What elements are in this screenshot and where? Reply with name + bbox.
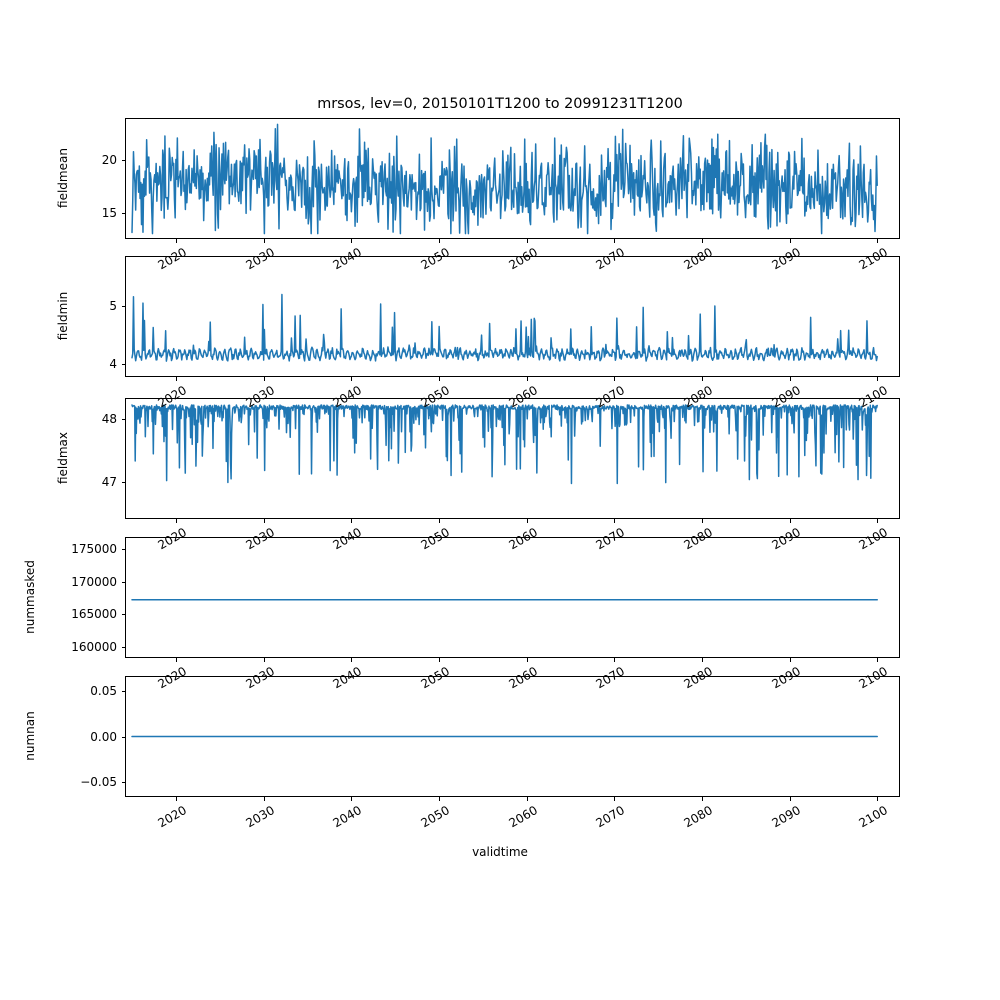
ytick-mark-numnan-0: [121, 782, 125, 784]
xtick-mark-numnan-6: [701, 797, 703, 801]
ytick-label-fieldmin-0: 4: [109, 357, 117, 372]
ytick-mark-fieldmin-1: [121, 305, 125, 307]
ytick-label-fieldmin-1: 5: [109, 298, 117, 313]
xtick-mark-fieldmax-1: [263, 519, 265, 523]
ytick-label-nummasked-3: 175000: [71, 542, 117, 557]
xtick-mark-nummasked-6: [701, 658, 703, 662]
subplot-fieldmin: [125, 256, 900, 377]
data-line-fieldmin: [131, 293, 878, 362]
xtick-label-numnan-7: 2090: [769, 803, 803, 831]
xtick-label-numnan-4: 2060: [506, 803, 540, 831]
subplot-nummasked: [125, 537, 900, 658]
xtick-mark-fieldmax-5: [614, 519, 616, 523]
xtick-mark-nummasked-3: [438, 658, 440, 662]
xtick-mark-numnan-0: [175, 797, 177, 801]
xtick-mark-fieldmax-8: [877, 519, 879, 523]
ytick-mark-numnan-1: [121, 736, 125, 738]
xtick-mark-fieldmax-2: [351, 519, 353, 523]
ytick-mark-nummasked-2: [121, 581, 125, 583]
ylabel-fieldmean: fieldmean: [56, 147, 70, 208]
xtick-mark-fieldmax-4: [526, 519, 528, 523]
xtick-mark-numnan-7: [789, 797, 791, 801]
ylabel-fieldmin: fieldmin: [56, 291, 70, 340]
xtick-label-numnan-5: 2070: [593, 803, 628, 831]
xtick-mark-fieldmin-8: [877, 377, 879, 381]
xtick-mark-fieldmax-7: [789, 519, 791, 523]
ytick-mark-fieldmax-0: [121, 482, 125, 484]
ytick-label-fieldmean-0: 15: [101, 206, 117, 221]
xtick-label-numnan-8: 2100: [856, 803, 891, 831]
figure-title: mrsos, lev=0, 20150101T1200 to 20991231T…: [317, 96, 683, 112]
subplot-fieldmax: [125, 398, 900, 519]
ytick-mark-fieldmean-0: [121, 213, 125, 215]
xtick-mark-numnan-8: [877, 797, 879, 801]
ytick-mark-numnan-2: [121, 690, 125, 692]
ylabel-nummasked: nummasked: [23, 559, 37, 634]
xtick-label-numnan-2: 2040: [330, 803, 365, 831]
ytick-mark-fieldmean-1: [121, 159, 125, 161]
ytick-mark-nummasked-0: [121, 646, 125, 648]
data-line-fieldmean: [131, 123, 878, 235]
xtick-mark-numnan-5: [614, 797, 616, 801]
xtick-mark-numnan-3: [438, 797, 440, 801]
ytick-label-nummasked-2: 170000: [71, 574, 117, 589]
xtick-mark-nummasked-8: [877, 658, 879, 662]
ytick-label-numnan-2: 0.05: [90, 683, 117, 698]
xtick-mark-fieldmean-5: [614, 239, 616, 243]
xtick-mark-nummasked-7: [789, 658, 791, 662]
xtick-mark-nummasked-5: [614, 658, 616, 662]
ytick-mark-nummasked-3: [121, 549, 125, 551]
ytick-label-numnan-0: −0.05: [80, 775, 117, 790]
xtick-mark-fieldmax-0: [175, 519, 177, 523]
ytick-label-nummasked-0: 160000: [71, 639, 117, 654]
xtick-mark-fieldmin-7: [789, 377, 791, 381]
xtick-mark-fieldmean-8: [877, 239, 879, 243]
xtick-mark-numnan-4: [526, 797, 528, 801]
ylabel-numnan: numnan: [23, 710, 37, 761]
xtick-mark-fieldmax-3: [438, 519, 440, 523]
xtick-mark-nummasked-0: [175, 658, 177, 662]
subplot-fieldmean: [125, 118, 900, 239]
xtick-mark-fieldmean-6: [701, 239, 703, 243]
ylabel-fieldmax: fieldmax: [56, 431, 70, 484]
xtick-mark-fieldmean-1: [263, 239, 265, 243]
xtick-mark-fieldmin-2: [351, 377, 353, 381]
ytick-label-numnan-1: 0.00: [90, 729, 117, 744]
xtick-mark-fieldmean-2: [351, 239, 353, 243]
xtick-mark-nummasked-2: [351, 658, 353, 662]
data-line-numnan: [131, 735, 878, 738]
xtick-mark-fieldmin-6: [701, 377, 703, 381]
xtick-mark-fieldmean-4: [526, 239, 528, 243]
xtick-mark-fieldmean-7: [789, 239, 791, 243]
ytick-mark-nummasked-1: [121, 614, 125, 616]
xtick-mark-nummasked-4: [526, 658, 528, 662]
xtick-mark-fieldmin-1: [263, 377, 265, 381]
xtick-mark-fieldmean-0: [175, 239, 177, 243]
ytick-label-fieldmax-0: 47: [101, 475, 117, 490]
xtick-label-numnan-3: 2050: [418, 803, 452, 831]
xtick-mark-fieldmin-3: [438, 377, 440, 381]
xlabel: validtime: [472, 845, 528, 859]
data-line-nummasked: [131, 599, 878, 601]
xtick-mark-fieldmin-0: [175, 377, 177, 381]
xtick-mark-fieldmin-4: [526, 377, 528, 381]
xtick-mark-numnan-2: [351, 797, 353, 801]
xtick-mark-fieldmax-6: [701, 519, 703, 523]
ytick-label-nummasked-1: 165000: [71, 607, 117, 622]
ytick-label-fieldmax-1: 48: [101, 411, 117, 426]
xtick-mark-nummasked-1: [263, 658, 265, 662]
xtick-label-numnan-6: 2080: [681, 803, 715, 831]
data-line-fieldmax: [131, 404, 878, 485]
xtick-label-numnan-1: 2030: [243, 803, 277, 831]
xtick-mark-fieldmean-3: [438, 239, 440, 243]
xtick-mark-fieldmin-5: [614, 377, 616, 381]
ytick-mark-fieldmax-1: [121, 418, 125, 420]
ytick-label-fieldmean-1: 20: [101, 152, 117, 167]
xtick-label-numnan-0: 2020: [155, 803, 189, 831]
xtick-mark-numnan-1: [263, 797, 265, 801]
subplot-numnan: [125, 676, 900, 797]
ytick-mark-fieldmin-0: [121, 364, 125, 366]
